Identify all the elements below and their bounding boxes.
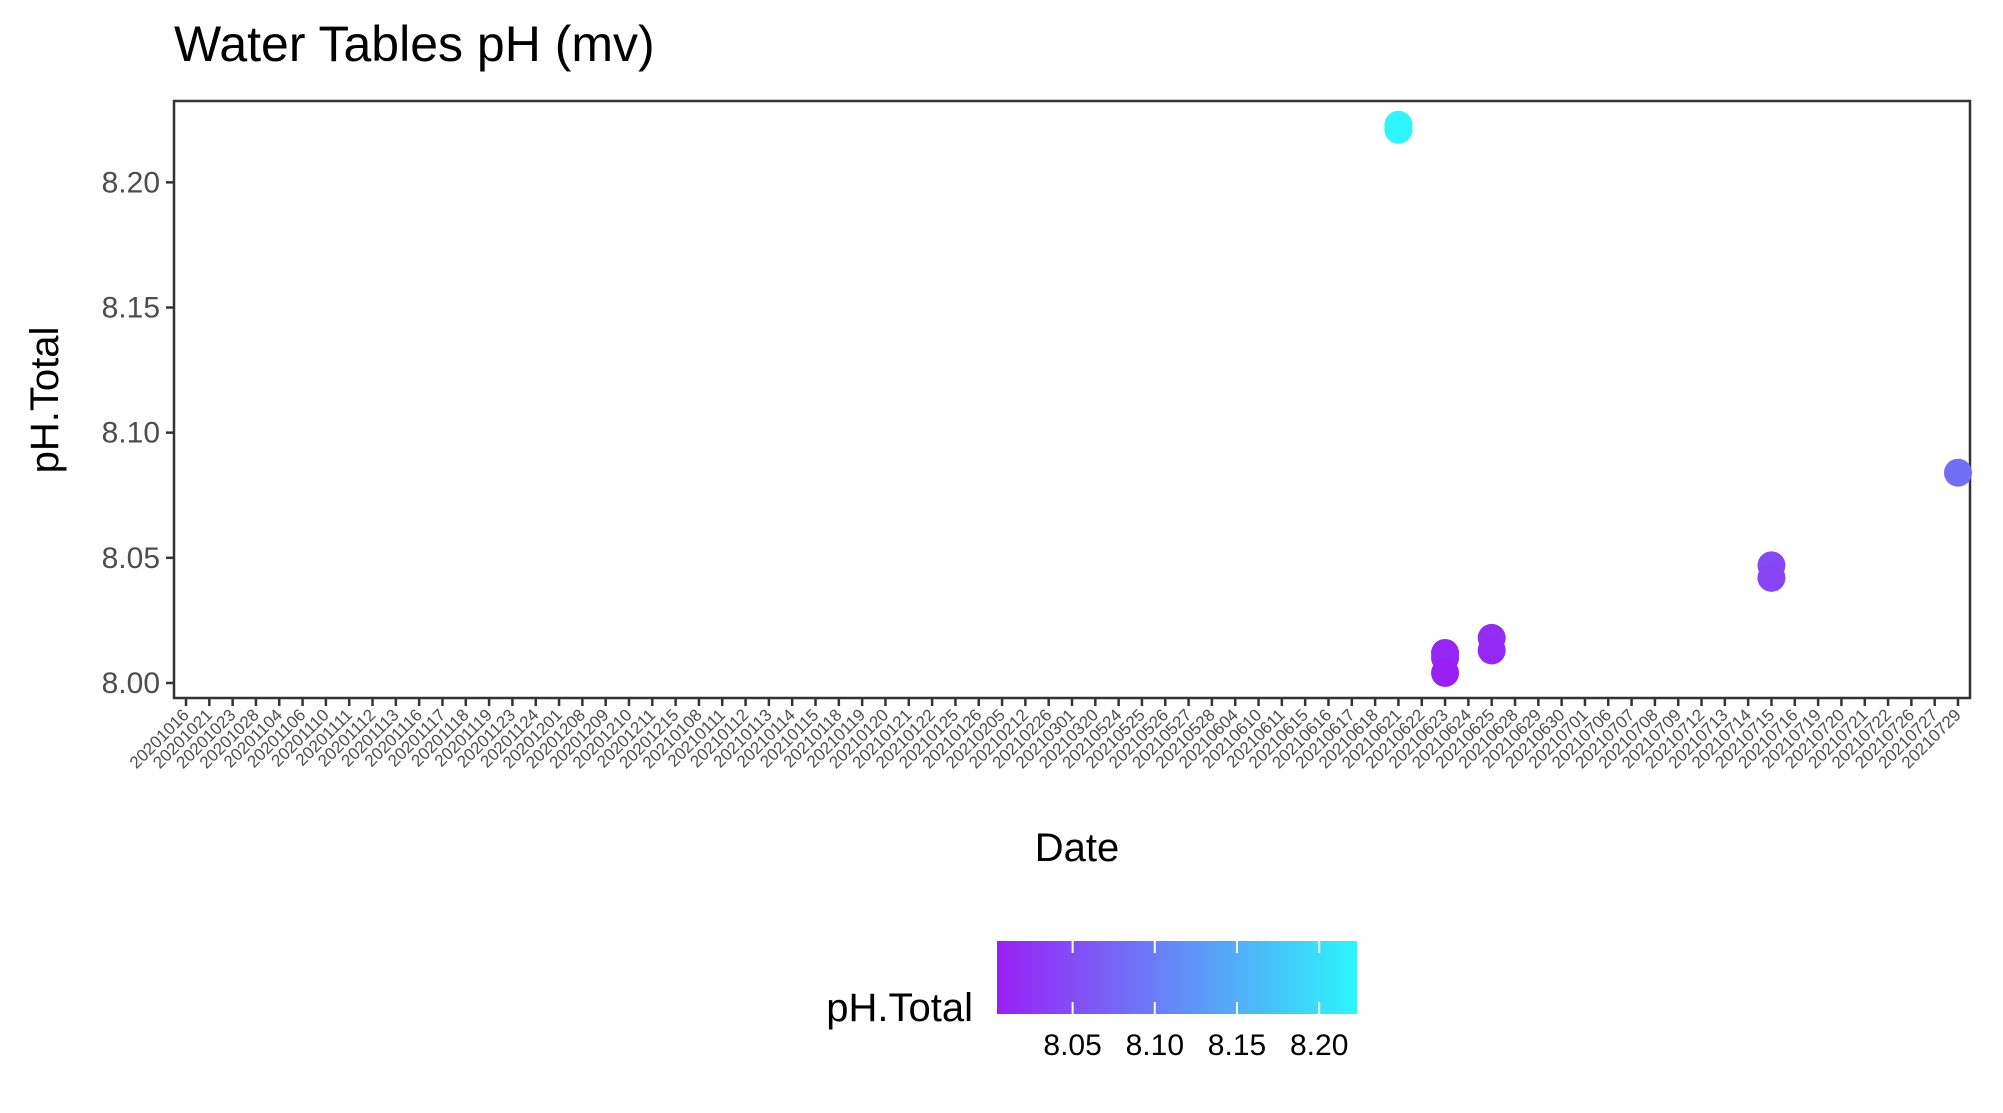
data-points [1384, 110, 1972, 687]
legend-title: pH.Total [826, 986, 973, 1030]
plot-panel [172, 99, 1972, 700]
data-point [1944, 458, 1972, 487]
x-axis: 2020101620201021202010232020102820201104… [126, 698, 1965, 772]
y-axis-label: pH.Total [23, 327, 67, 474]
colorbar-ticks: 8.05 8.10 8.15 8.20 [1043, 941, 1348, 1062]
y-tick-label: 8.15 [102, 292, 160, 325]
colorbar-tick-label: 8.10 [1126, 1029, 1184, 1062]
y-tick-label: 8.05 [102, 542, 160, 575]
data-point [1431, 658, 1460, 687]
chart-title: Water Tables pH (mv) [174, 16, 655, 72]
x-axis-label: Date [1035, 826, 1120, 870]
color-legend: pH.Total 8.05 8.10 8.15 8.20 [826, 941, 1357, 1062]
colorbar-tick-label: 8.20 [1290, 1029, 1348, 1062]
data-point [1757, 563, 1786, 592]
y-tick-label: 8.10 [102, 417, 160, 450]
colorbar-tick-label: 8.15 [1208, 1029, 1266, 1062]
y-axis: 8.00 8.05 8.10 8.15 8.20 [102, 166, 174, 700]
y-tick-label: 8.00 [102, 667, 160, 700]
colorbar-tick-label: 8.05 [1043, 1029, 1101, 1062]
data-point [1384, 115, 1413, 144]
data-point [1477, 636, 1506, 665]
colorbar [997, 941, 1357, 1014]
y-tick-label: 8.20 [102, 166, 160, 199]
